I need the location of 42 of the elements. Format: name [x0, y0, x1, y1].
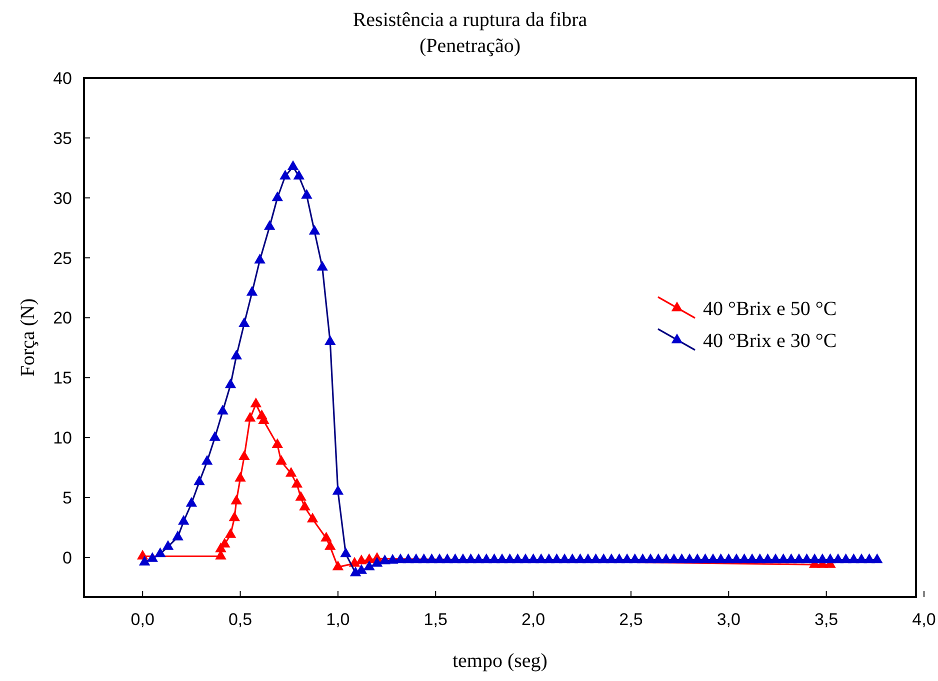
x-tick-label: 0,5	[228, 610, 252, 629]
point	[228, 511, 240, 522]
y-tick-label: 10	[53, 428, 72, 448]
point	[320, 532, 332, 542]
point	[234, 472, 246, 482]
point	[272, 438, 284, 448]
point	[324, 540, 336, 550]
y-tick-label: 35	[53, 128, 72, 148]
y-tick-label: 20	[53, 308, 72, 328]
x-tick-label: 4,0	[912, 610, 936, 629]
point	[306, 512, 318, 522]
point	[238, 450, 250, 460]
point	[291, 478, 303, 488]
point	[356, 554, 368, 564]
x-tick-label: 2,0	[521, 610, 546, 629]
point	[299, 500, 310, 510]
x-tick-label: 2,5	[619, 610, 643, 629]
point	[332, 560, 344, 570]
y-tick-label: 5	[62, 488, 72, 508]
y-tick-label: 25	[53, 248, 72, 268]
x-tick-label: 3,5	[814, 610, 838, 629]
point	[244, 412, 256, 422]
x-tick-label: 3,0	[716, 610, 740, 629]
chart-subtitle: (Penetração)	[419, 35, 521, 57]
x-axis-title: tempo (seg)	[452, 650, 548, 672]
point	[224, 528, 236, 538]
legend-label: 40 °Brix e 30 °C	[703, 330, 837, 352]
x-tick-label: 0,0	[130, 610, 154, 629]
y-tick-label: 15	[53, 368, 72, 388]
y-tick-label: 0	[62, 548, 72, 568]
y-tick-label: 30	[53, 188, 72, 208]
point	[295, 491, 306, 501]
point	[250, 398, 262, 408]
legend-label: 40 °Brix e 50 °C	[703, 298, 837, 320]
x-tick-label: 1,5	[424, 610, 448, 629]
y-tick-label: 40	[53, 69, 72, 88]
chart-title: Resistência a ruptura da fibra	[352, 9, 588, 31]
point	[276, 455, 287, 465]
y-axis-title: Força (N)	[17, 298, 39, 377]
point	[285, 467, 297, 477]
x-tick-label: 1,0	[326, 610, 350, 629]
point	[230, 494, 242, 504]
